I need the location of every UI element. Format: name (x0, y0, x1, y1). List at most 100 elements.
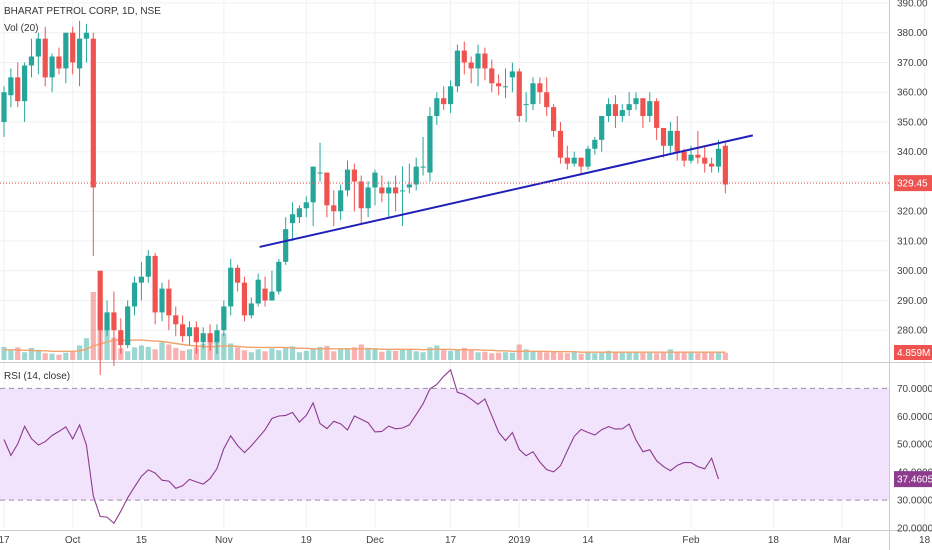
trendline[interactable] (259, 134, 754, 248)
candle-body (420, 166, 426, 168)
candle-body (509, 71, 515, 78)
candle-body (688, 154, 694, 161)
candle-body (722, 145, 728, 185)
rsi-tick-label: 50.0000 (897, 440, 932, 451)
volume-bar (104, 326, 110, 360)
volume-bar (180, 350, 186, 360)
candle-body (296, 208, 303, 218)
volume-bar (138, 345, 144, 360)
candle-body (241, 282, 248, 316)
rsi-band (0, 387, 889, 501)
candle-body (214, 330, 220, 343)
candle-body (276, 261, 282, 292)
volume-bar (420, 352, 426, 360)
volume-bar (241, 350, 248, 360)
volume-bar (159, 342, 165, 360)
volume-bar (22, 352, 28, 360)
candle-body (681, 151, 687, 161)
volume-bar (28, 347, 35, 360)
volume-bar (8, 350, 14, 360)
rsi-band-fill (0, 388, 889, 501)
volume-bar (468, 350, 474, 360)
candle-body (49, 56, 55, 78)
volume-bar (633, 352, 639, 360)
volume-value-label: 4.859M (897, 348, 930, 359)
candle-body (56, 56, 62, 69)
candle-body (269, 291, 275, 301)
time-tick-label: Oct (65, 535, 81, 546)
volume-bar (715, 351, 722, 360)
candle-body (228, 267, 234, 307)
volume-bar (70, 351, 76, 360)
candle-body (42, 38, 48, 78)
candle-body (351, 169, 357, 182)
rsi-tick-label: 30.0000 (897, 496, 932, 507)
candle-body (482, 53, 488, 69)
candle-body (647, 101, 653, 117)
volume-bar (248, 352, 254, 360)
candle-body (695, 154, 701, 158)
volume-bar (489, 353, 495, 360)
time-tick-label: Nov (215, 535, 233, 546)
volume-bar (441, 349, 447, 360)
candle-body (131, 282, 138, 307)
volume-bar (681, 352, 687, 360)
volume-bar (660, 352, 667, 360)
volume-bar (564, 353, 570, 360)
time-tick-label: 17 (0, 535, 10, 546)
candle-body (125, 306, 131, 346)
time-scale[interactable]: 17 Oct 15 Nov 19 Dec 17 2019 14 Feb 18 Mar 18 (0, 535, 931, 546)
time-tick-label: Dec (366, 535, 384, 546)
candle-body (537, 83, 543, 93)
price-tick-label: 360.00 (897, 88, 928, 99)
candle-body (551, 107, 557, 131)
time-tick-label: Feb (682, 535, 700, 546)
candle-body (28, 56, 35, 66)
rsi-legend: RSI (14, close) (4, 371, 70, 382)
volume-bar (571, 352, 577, 360)
volume-bar (530, 350, 536, 360)
time-tick-label: Mar (834, 535, 852, 546)
candle-body (221, 306, 227, 331)
price-tick-label: 290.00 (897, 296, 928, 307)
volume-bar (283, 347, 289, 360)
candle-body (379, 187, 385, 194)
volume-bar (145, 346, 151, 360)
volume-bar (599, 352, 605, 360)
time-tick-label: 19 (301, 535, 313, 546)
candle-body (441, 98, 447, 105)
candle-body (193, 327, 199, 343)
volume-bar (557, 352, 564, 360)
candle-body (468, 62, 474, 69)
volume-bar (324, 345, 330, 360)
candle-body (475, 53, 481, 69)
candle-body (709, 163, 715, 167)
volume-bar (42, 353, 48, 360)
volume-bar (406, 349, 412, 360)
candle-body (1, 92, 7, 122)
candle-body (104, 312, 110, 331)
volume-bar (276, 350, 282, 360)
volume-bar (358, 344, 364, 360)
price-pane (0, 20, 889, 375)
candle-body (612, 104, 619, 117)
candle-body (138, 276, 144, 283)
symbol-legend: BHARAT PETROL CORP, 1D, NSE (4, 6, 161, 17)
candle-body (667, 130, 673, 146)
rsi-value-label: 37.4605 (897, 475, 932, 486)
volume-bar (152, 349, 158, 360)
candle-body (207, 333, 213, 343)
candle-body (447, 86, 454, 105)
volume-bar (509, 352, 515, 360)
time-tick-label: 18 (919, 535, 931, 546)
candle-body (489, 68, 495, 84)
candle-body (406, 184, 412, 188)
volume-bar (344, 348, 351, 360)
candle-body (461, 50, 467, 63)
candle-body (454, 50, 461, 87)
volume-bar (379, 351, 385, 360)
rsi-line (3, 368, 720, 525)
time-tick-label: 14 (582, 535, 594, 546)
time-tick-label: 18 (768, 535, 780, 546)
